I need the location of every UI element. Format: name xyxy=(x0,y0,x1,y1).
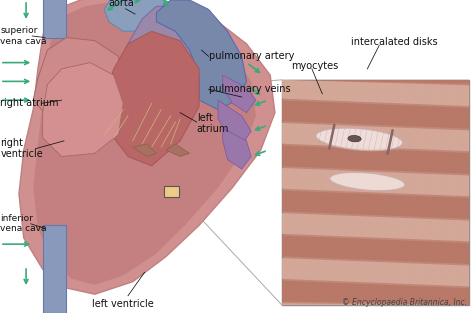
Text: superior
vena cava: superior vena cava xyxy=(0,26,47,46)
Text: myocytes: myocytes xyxy=(292,61,339,71)
Text: pulmonary artery: pulmonary artery xyxy=(209,51,294,61)
Text: inferior
vena cava: inferior vena cava xyxy=(0,214,47,233)
Polygon shape xyxy=(282,191,469,219)
Polygon shape xyxy=(282,168,469,196)
Polygon shape xyxy=(43,63,123,156)
Text: left ventricle: left ventricle xyxy=(92,299,154,309)
Polygon shape xyxy=(282,281,469,305)
Polygon shape xyxy=(282,213,469,241)
Polygon shape xyxy=(156,0,246,110)
Polygon shape xyxy=(166,144,190,156)
Text: left
atrium: left atrium xyxy=(197,113,229,135)
Polygon shape xyxy=(223,75,256,113)
Text: intercalated disks: intercalated disks xyxy=(351,37,438,47)
Polygon shape xyxy=(282,80,469,106)
Text: right atrium: right atrium xyxy=(0,98,59,108)
Text: right
ventricle: right ventricle xyxy=(0,138,43,160)
Polygon shape xyxy=(133,144,156,156)
Text: aorta: aorta xyxy=(108,0,134,8)
Polygon shape xyxy=(43,0,66,38)
Polygon shape xyxy=(282,100,469,129)
Polygon shape xyxy=(104,31,199,166)
Polygon shape xyxy=(218,100,251,144)
Ellipse shape xyxy=(316,128,403,151)
Polygon shape xyxy=(282,236,469,264)
Polygon shape xyxy=(282,258,469,286)
Polygon shape xyxy=(282,123,469,151)
Polygon shape xyxy=(123,6,218,110)
Polygon shape xyxy=(104,0,166,31)
Text: © Encyclopaedia Britannica, Inc.: © Encyclopaedia Britannica, Inc. xyxy=(342,298,467,307)
Polygon shape xyxy=(282,80,469,84)
Ellipse shape xyxy=(348,136,361,142)
Polygon shape xyxy=(223,128,251,169)
Ellipse shape xyxy=(330,172,405,191)
Bar xyxy=(164,186,179,197)
Polygon shape xyxy=(19,0,275,294)
Polygon shape xyxy=(33,38,123,122)
Polygon shape xyxy=(282,146,469,174)
Polygon shape xyxy=(282,303,469,305)
Polygon shape xyxy=(43,225,66,313)
Bar xyxy=(282,80,469,305)
Text: pulmonary veins: pulmonary veins xyxy=(209,84,290,94)
Polygon shape xyxy=(33,0,256,285)
